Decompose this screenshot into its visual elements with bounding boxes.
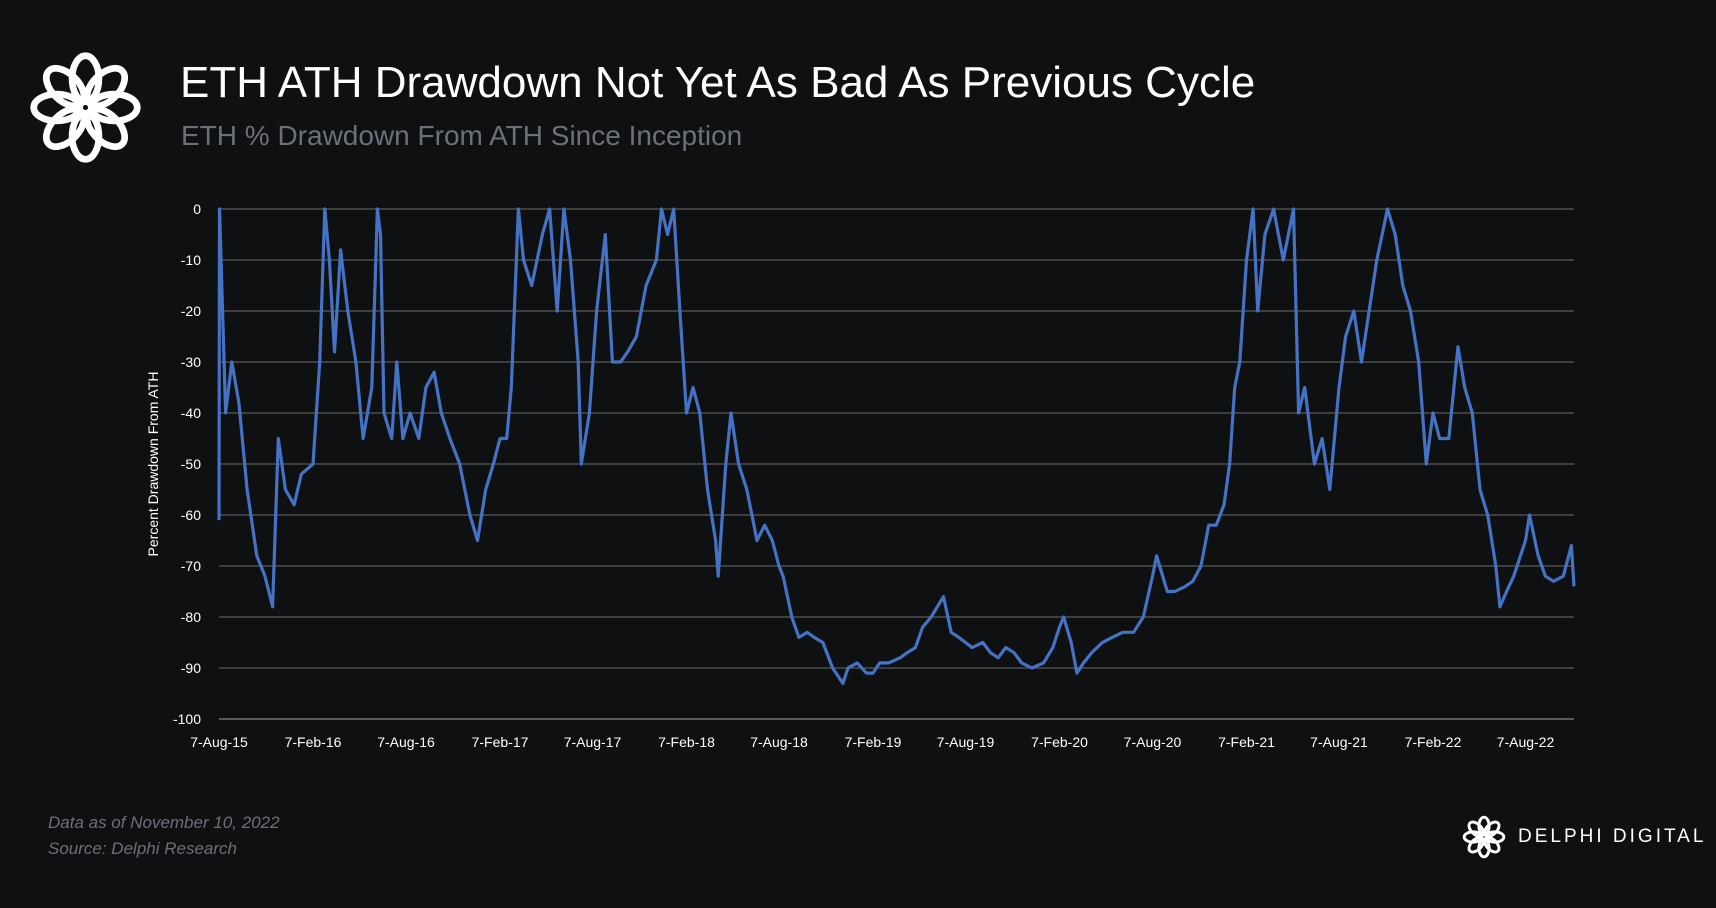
- x-tick-label: 7-Feb-17: [472, 734, 529, 750]
- y-tick-label: -70: [181, 558, 201, 574]
- line-chart: 0 -10 -20 -30 -40 -50 -60 -70 -80 -90 -100 7-Aug-1…: [145, 201, 1576, 750]
- drawdown-series-line: [217, 207, 1576, 685]
- y-axis-label: Percent Drawdown From ATH: [145, 372, 161, 557]
- delphi-small-logo-icon: [1462, 815, 1506, 859]
- brand-logo: DELPHI DIGITAL: [1462, 815, 1706, 859]
- brand-name: DELPHI DIGITAL: [1518, 826, 1707, 847]
- y-tick-label: -30: [181, 354, 201, 370]
- x-tick-label: 7-Feb-18: [658, 734, 715, 750]
- source-note: Source: Delphi Research: [48, 839, 237, 858]
- y-tick-label: -50: [181, 456, 201, 472]
- y-tick-label: -20: [181, 303, 201, 319]
- x-tick-label: 7-Feb-21: [1218, 734, 1275, 750]
- x-tick-label: 7-Feb-19: [845, 734, 902, 750]
- chart-subtitle: ETH % Drawdown From ATH Since Inception: [181, 120, 743, 151]
- x-tick-label: 7-Feb-20: [1031, 734, 1088, 750]
- x-tick-label: 7-Aug-20: [1124, 734, 1182, 750]
- y-tick-label: -90: [181, 660, 201, 676]
- y-tick-label: -100: [173, 711, 201, 727]
- x-tick-label: 7-Aug-18: [750, 734, 808, 750]
- x-tick-label: 7-Aug-19: [937, 734, 995, 750]
- y-tick-label: 0: [193, 201, 201, 217]
- delphi-logo-icon: [30, 52, 141, 163]
- x-tick-label: 7-Aug-17: [564, 734, 622, 750]
- chart-title: ETH ATH Drawdown Not Yet As Bad As Previ…: [180, 58, 1256, 107]
- data-date-note: Data as of November 10, 2022: [48, 813, 280, 832]
- y-tick-label: -40: [181, 405, 201, 421]
- x-tick-label: 7-Feb-16: [285, 734, 342, 750]
- x-tick-label: 7-Aug-15: [190, 734, 248, 750]
- y-tick-label: -10: [181, 252, 201, 268]
- x-tick-label: 7-Aug-21: [1310, 734, 1368, 750]
- x-tick-label: 7-Feb-22: [1405, 734, 1462, 750]
- y-tick-label: -80: [181, 609, 201, 625]
- y-tick-label: -60: [181, 507, 201, 523]
- x-tick-label: 7-Aug-22: [1497, 734, 1555, 750]
- x-tick-label: 7-Aug-16: [377, 734, 435, 750]
